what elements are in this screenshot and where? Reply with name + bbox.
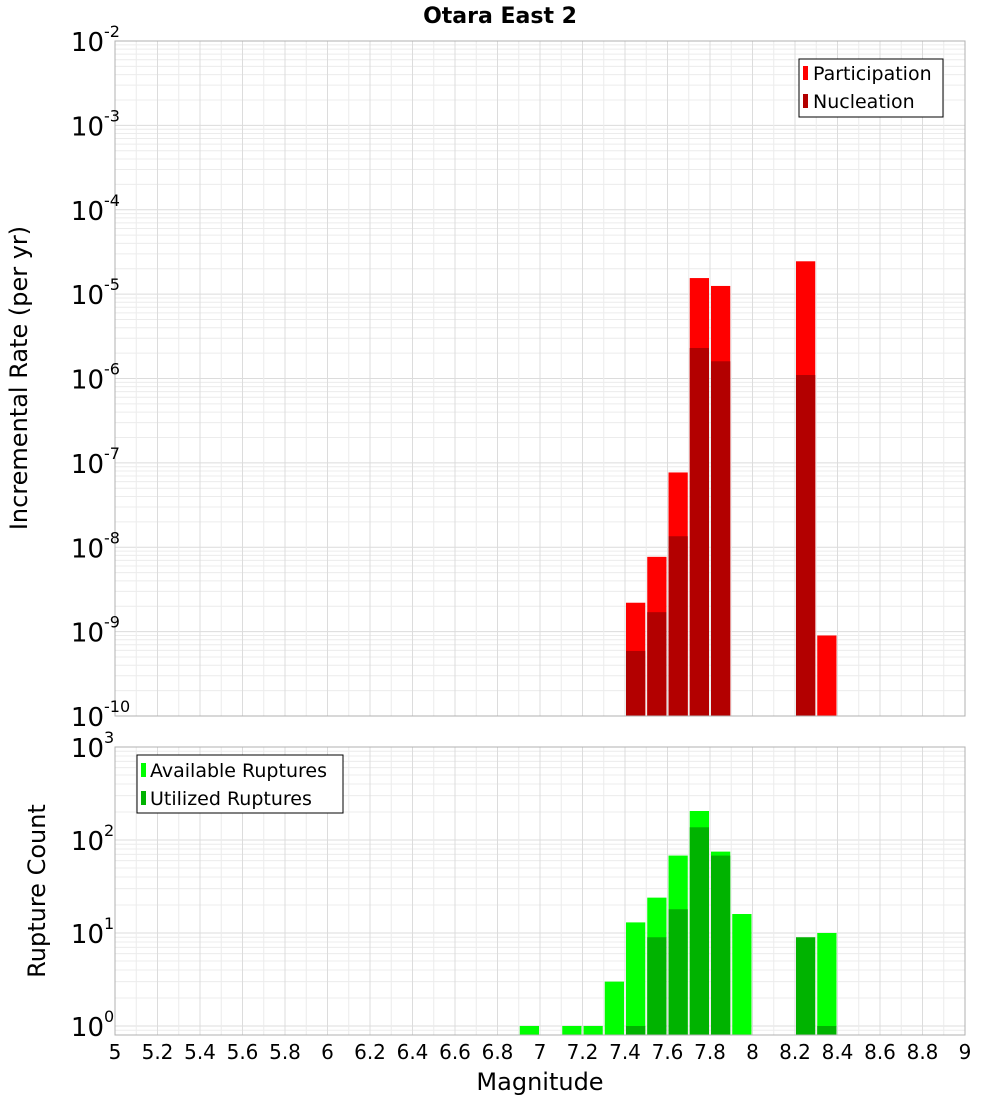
top-y-tick-base: 10	[71, 534, 104, 564]
x-tick-label: 5.6	[227, 1040, 259, 1064]
top-y-tick-exponent: -10	[104, 697, 130, 716]
top-bar-nucleation	[647, 612, 667, 716]
top-y-tick-exponent: -4	[104, 191, 120, 210]
legend-swatch-available	[141, 763, 146, 777]
x-tick-label: 8.8	[907, 1040, 939, 1064]
x-tick-label: 7.6	[652, 1040, 684, 1064]
top-y-tick-exponent: -3	[104, 106, 120, 125]
x-tick-label: 7.8	[694, 1040, 726, 1064]
x-tick-label: 7.2	[567, 1040, 599, 1064]
top-y-tick-exponent: -7	[104, 444, 120, 463]
bottom-bar-utilized-ruptures	[796, 937, 816, 1035]
x-tick-label: 7	[534, 1040, 547, 1064]
bottom-bar-available-ruptures	[604, 981, 624, 1035]
top-y-tick-exponent: -5	[104, 275, 120, 294]
legend-swatch-utilized	[141, 791, 146, 805]
bottom-y-tick-exponent: 0	[104, 1007, 114, 1026]
legend-label-participation: Participation	[813, 63, 932, 85]
bottom-legend-box	[136, 754, 344, 814]
bottom-y-tick-exponent: 1	[104, 914, 114, 933]
bottom-plot-frame	[114, 746, 966, 1036]
top-y-tick-base: 10	[71, 703, 104, 733]
x-axis-label: Magnitude	[476, 1068, 603, 1096]
top-y-tick-base: 10	[71, 197, 104, 227]
top-y-tick-base: 10	[71, 450, 104, 480]
x-tick-label: 8.2	[779, 1040, 811, 1064]
x-tick-label: 7.4	[609, 1040, 641, 1064]
bottom-bar-utilized-ruptures	[668, 909, 688, 1035]
top-y-tick-exponent: -9	[104, 613, 120, 632]
top-bar-nucleation	[711, 361, 731, 716]
bottom-bar-available-ruptures	[817, 932, 837, 1035]
top-legend-box	[798, 58, 944, 118]
x-tick-label: 5.2	[142, 1040, 174, 1064]
x-tick-label: 6	[321, 1040, 334, 1064]
top-y-tick-base: 10	[71, 112, 104, 142]
legend-swatch-participation	[803, 66, 808, 80]
bottom-y-tick-base: 10	[71, 827, 104, 857]
legend-label-available: Available Ruptures	[150, 760, 327, 782]
top-grid	[114, 40, 966, 717]
top-bar-participation	[817, 635, 837, 716]
top-y-tick-base: 10	[71, 281, 104, 311]
bottom-bar-available-ruptures	[626, 922, 646, 1035]
x-tick-label: 5.8	[269, 1040, 301, 1064]
bottom-bar-utilized-ruptures	[711, 855, 731, 1035]
top-y-tick-exponent: -6	[104, 360, 120, 379]
bottom-bar-utilized-ruptures	[626, 1025, 646, 1035]
bottom-bars	[519, 811, 837, 1035]
x-tick-label: 6.8	[482, 1040, 514, 1064]
legend-swatch-nucleation	[803, 94, 808, 108]
top-y-axis-label: Incremental Rate (per yr)	[5, 226, 33, 530]
top-bar-nucleation	[626, 650, 646, 716]
bottom-legend: Available Ruptures Utilized Ruptures	[136, 754, 344, 814]
chart-title: Otara East 2	[423, 4, 577, 29]
bottom-bar-available-ruptures	[732, 914, 752, 1035]
bottom-bar-utilized-ruptures	[647, 937, 667, 1035]
bottom-bar-utilized-ruptures	[689, 827, 709, 1035]
x-tick-label: 6.4	[397, 1040, 429, 1064]
bottom-y-tick-base: 10	[71, 920, 104, 950]
x-tick-label: 6.2	[354, 1040, 386, 1064]
top-y-tick-exponent: -2	[104, 22, 120, 41]
x-tick-label: 9	[959, 1040, 972, 1064]
x-tick-label: 8.6	[864, 1040, 896, 1064]
legend-label-nucleation: Nucleation	[813, 91, 915, 113]
bottom-y-tick-base: 10	[71, 734, 104, 764]
bottom-y-tick-base: 10	[71, 1013, 104, 1043]
x-tick-label: 5	[109, 1040, 122, 1064]
top-bar-nucleation	[689, 347, 709, 716]
bottom-y-axis-label: Rupture Count	[23, 804, 51, 978]
top-bar-nucleation	[668, 536, 688, 716]
x-tick-label: 8	[746, 1040, 759, 1064]
bottom-x-ticks: 5 5.2 5.4 5.6 5.8 6 6.2 6.4 6.6 6.8 7 7.2 7.4 7.6 7.8 8…	[109, 1040, 972, 1064]
bottom-bar-available-ruptures	[562, 1025, 582, 1035]
x-tick-label: 6.6	[439, 1040, 471, 1064]
legend-label-utilized: Utilized Ruptures	[150, 788, 312, 810]
bottom-bar-available-ruptures	[519, 1025, 539, 1035]
bottom-y-tick-exponent: 3	[104, 728, 114, 747]
bottom-bar-utilized-ruptures	[817, 1025, 837, 1035]
x-tick-label: 8.4	[822, 1040, 854, 1064]
top-y-tick-base: 10	[71, 28, 104, 58]
bottom-bar-available-ruptures	[583, 1025, 603, 1035]
top-y-tick-base: 10	[71, 619, 104, 649]
top-bar-nucleation	[796, 375, 816, 716]
top-plot-frame	[114, 40, 966, 717]
x-tick-label: 5.4	[184, 1040, 216, 1064]
top-y-tick-base: 10	[71, 366, 104, 396]
bottom-y-tick-exponent: 2	[104, 821, 114, 840]
top-legend: Participation Nucleation	[798, 58, 944, 118]
top-bars	[626, 261, 837, 716]
top-y-tick-exponent: -8	[104, 528, 120, 547]
